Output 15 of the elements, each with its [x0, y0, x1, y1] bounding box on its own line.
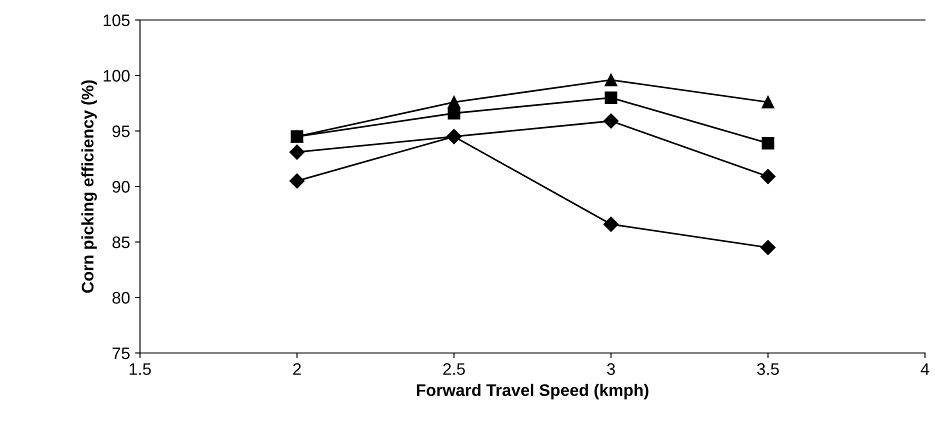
- y-tick-label: 90: [112, 180, 130, 193]
- y-tick-label: 100: [104, 70, 130, 82]
- x-tick-label: 1.5: [130, 363, 151, 375]
- x-tick-label: 2: [293, 363, 301, 375]
- y-tick-label: 95: [112, 125, 130, 138]
- x-tick-label: 2.5: [443, 363, 465, 375]
- y-axis-title: Corn picking efficiency (%): [81, 80, 97, 293]
- x-tick-label: 3: [607, 363, 615, 375]
- x-tick-label: 4: [920, 363, 930, 375]
- x-tick-label: 3.5: [757, 363, 779, 375]
- y-tick-label: 80: [112, 292, 130, 304]
- x-axis-title: Forward Travel Speed (kmph): [416, 384, 648, 400]
- y-tick-label: 75: [112, 348, 130, 360]
- y-tick-label: 105: [104, 14, 130, 26]
- y-tick-label: 85: [112, 236, 130, 248]
